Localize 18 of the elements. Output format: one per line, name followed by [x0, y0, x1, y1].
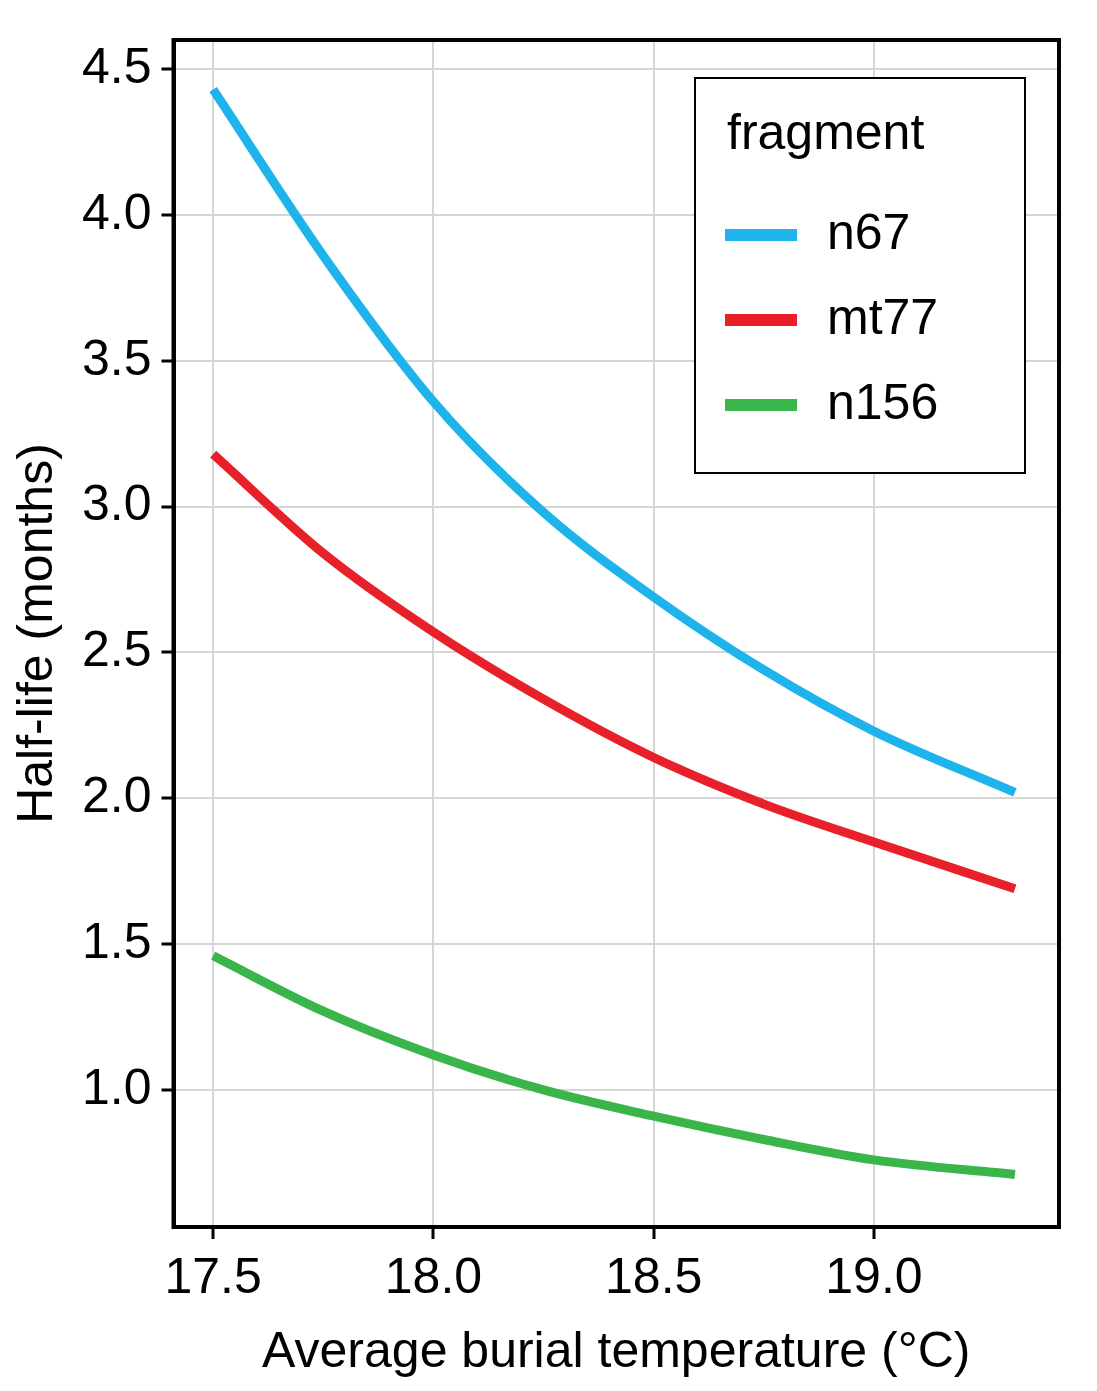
y-tick-label: 4.0: [81, 183, 152, 240]
y-tick-label: 1.0: [81, 1058, 152, 1115]
legend-label: mt77: [827, 288, 939, 345]
x-tick-label: 18.0: [384, 1247, 483, 1304]
x-tick-label: 18.5: [605, 1247, 703, 1304]
legend-title: fragment: [727, 103, 925, 160]
y-tick-label: 2.0: [81, 767, 152, 824]
legend-label: n156: [827, 373, 939, 430]
y-axis-title: Half-life (months): [6, 443, 63, 824]
y-tick-label: 3.0: [81, 475, 152, 532]
y-tick-label: 2.5: [81, 621, 152, 678]
y-tick-label: 4.5: [81, 37, 152, 94]
legend-label: n67: [827, 203, 911, 260]
y-tick-label: 3.5: [81, 329, 152, 386]
x-tick-label: 19.0: [825, 1247, 923, 1304]
x-axis-title: Average burial temperature (°C): [262, 1321, 971, 1378]
x-tick-label: 17.5: [164, 1247, 262, 1304]
y-tick-label: 1.5: [81, 912, 152, 969]
